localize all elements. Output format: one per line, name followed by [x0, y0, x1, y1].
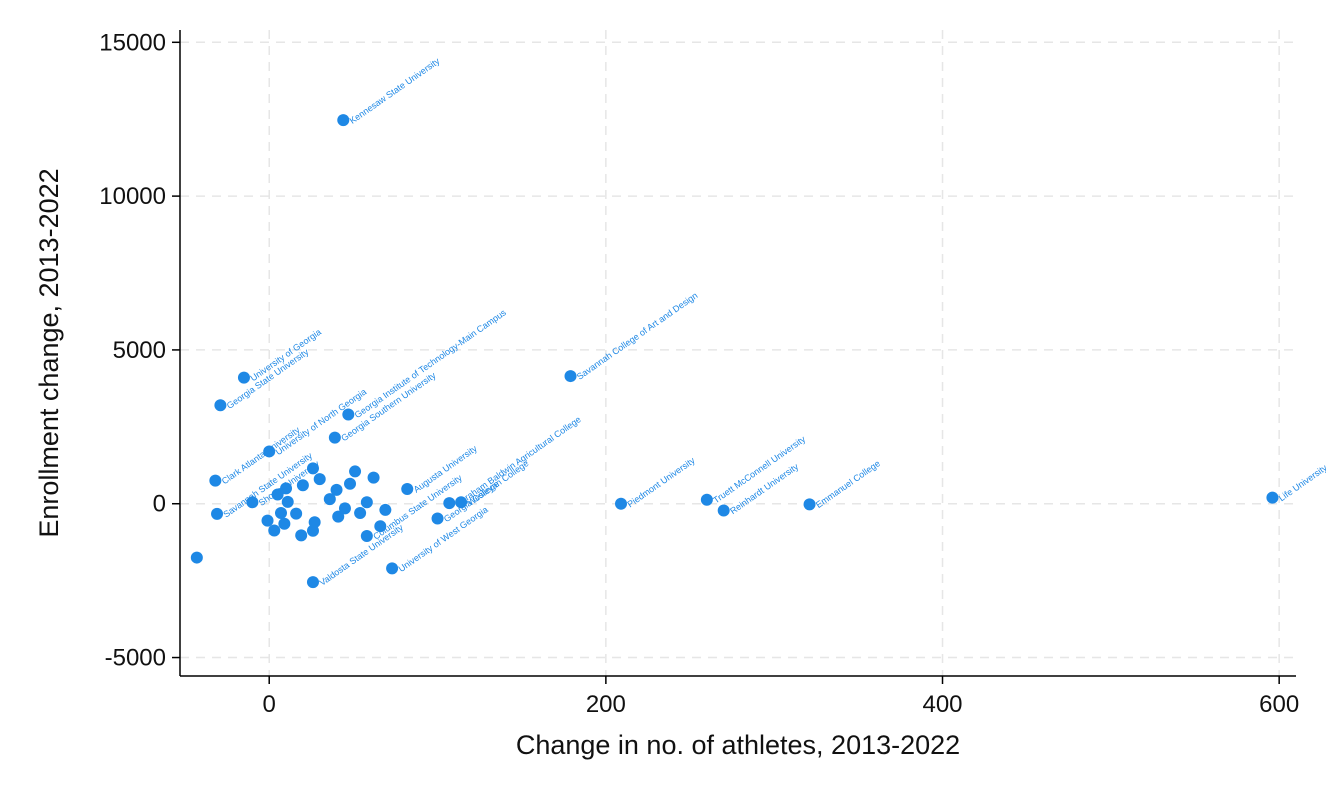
- data-point: [190, 551, 203, 564]
- data-point: [290, 507, 303, 520]
- data-point: [374, 520, 387, 533]
- data-point: [211, 507, 224, 520]
- data-point: [330, 483, 343, 496]
- y-tick-label: -5000: [105, 645, 166, 672]
- y-axis-title: Enrollment change, 2013-2022: [34, 168, 64, 537]
- data-point: [237, 371, 250, 384]
- y-tick-label: 5000: [113, 337, 166, 364]
- data-point: [401, 482, 414, 495]
- y-tick-label: 0: [153, 491, 166, 518]
- axes: [179, 30, 1296, 677]
- data-point: [271, 488, 284, 501]
- data-point: [261, 514, 274, 527]
- data-point: [615, 497, 628, 510]
- x-axis-title: Change in no. of athletes, 2013-2022: [516, 730, 960, 760]
- data-point: [308, 516, 321, 529]
- data-point: [354, 506, 367, 519]
- data-point: [386, 562, 399, 575]
- data-point-label: Wesleyan College: [466, 458, 531, 508]
- y-tick-label: 15000: [99, 29, 166, 56]
- data-point: [246, 496, 259, 509]
- data-points: [190, 114, 1279, 589]
- data-point: [717, 504, 730, 517]
- data-point: [296, 479, 309, 492]
- data-point: [431, 512, 444, 525]
- data-point-label: Savannah College of Art and Design: [575, 290, 700, 381]
- data-point-label: Kennesaw State University: [348, 56, 442, 126]
- data-point: [337, 114, 350, 127]
- data-point: [306, 576, 319, 589]
- x-tick-label: 200: [586, 691, 626, 718]
- x-tick-label: 400: [922, 691, 962, 718]
- data-point: [281, 495, 294, 508]
- data-point-label: Valdosta State University: [317, 522, 405, 588]
- data-point-label: Piedmont University: [625, 455, 697, 509]
- data-point: [342, 408, 355, 421]
- data-point: [379, 503, 392, 516]
- data-point-label: Georgia State University: [225, 347, 311, 411]
- gridlines: [180, 30, 1296, 676]
- data-point: [323, 493, 336, 506]
- data-point-label: University of Georgia: [248, 327, 323, 383]
- data-point: [274, 506, 287, 519]
- x-tick-label: 0: [263, 691, 276, 718]
- data-point-label: Emmanuel College: [814, 458, 882, 510]
- data-point-label: Georgia Southern University: [339, 370, 438, 443]
- data-point: [280, 482, 293, 495]
- data-point: [328, 431, 341, 444]
- data-point-label: Life University: [1277, 462, 1326, 503]
- data-point: [306, 462, 319, 475]
- data-point: [313, 473, 326, 486]
- data-point: [295, 529, 308, 542]
- data-point: [278, 517, 291, 530]
- y-tick-label: 10000: [99, 183, 166, 210]
- data-point: [209, 474, 222, 487]
- data-point: [564, 370, 577, 383]
- tick-labels: -5000 0 5000 10000 15000 0 200 400 600: [99, 29, 1299, 718]
- data-point: [338, 502, 351, 515]
- data-point: [360, 530, 373, 543]
- data-point: [263, 445, 276, 458]
- data-point: [1266, 491, 1279, 504]
- data-point: [360, 496, 373, 509]
- data-point: [700, 493, 713, 506]
- data-point-label: Georgia Institute of Technology-Main Cam…: [353, 307, 509, 420]
- data-point: [349, 465, 362, 478]
- x-tick-label: 600: [1259, 691, 1299, 718]
- data-point-label: University of North Georgia: [274, 387, 369, 457]
- data-point: [803, 498, 816, 511]
- data-point: [332, 510, 345, 523]
- data-point: [455, 496, 468, 509]
- data-point: [344, 477, 357, 490]
- data-point: [214, 399, 227, 412]
- data-point: [268, 524, 281, 537]
- data-point: [443, 497, 456, 510]
- data-point: [367, 471, 380, 484]
